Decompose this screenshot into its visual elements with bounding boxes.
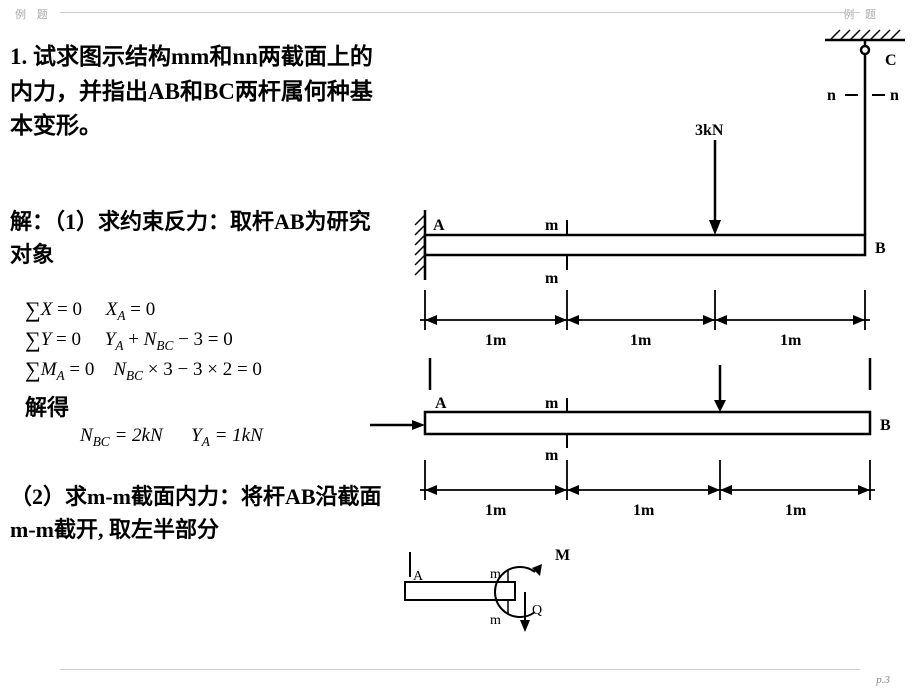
header-left: 例 题 — [15, 6, 52, 22]
cut-m2: m — [490, 613, 501, 628]
cut-Q: Q — [532, 603, 542, 618]
label-n2: n — [890, 87, 899, 104]
figure-main: C n n 3kN A B m m 1m 1m 1m — [395, 25, 910, 365]
fbd-m1: m — [545, 395, 559, 412]
cut-m1: m — [490, 567, 501, 582]
dim-1: 1m — [485, 332, 507, 349]
fbd-dim3: 1m — [785, 502, 807, 519]
equation-sum-m: ∑MA = 0 NBC × 3 − 3 × 2 = 0 — [25, 355, 262, 384]
label-3kN: 3kN — [695, 122, 724, 139]
cut-A: A — [413, 569, 424, 584]
equation-sum-x: ∑X = 0 XA = 0 — [25, 295, 155, 324]
fbd-m2: m — [545, 447, 559, 464]
cut-M: M — [555, 547, 570, 564]
solution-step-2: （2）求m-m截面内力：将杆AB沿截面m-m截开, 取左半部分 — [10, 480, 390, 546]
solution-step-1: 解：（1）求约束反力：取杆AB为研究对象 — [10, 205, 390, 271]
figure-fbd: A B m m 1m 1m 1m — [370, 350, 910, 540]
solved-label: 解得 — [25, 390, 69, 422]
dim-2: 1m — [630, 332, 652, 349]
footer-rule — [60, 669, 860, 670]
fbd-A: A — [435, 395, 447, 412]
equation-result: NBC = 2kN YA = 1kN — [80, 425, 263, 450]
fbd-B: B — [880, 417, 891, 434]
label-B: B — [875, 240, 886, 257]
label-m1: m — [545, 217, 559, 234]
label-C: C — [885, 52, 897, 69]
header-rule — [60, 12, 860, 13]
fbd-dim2: 1m — [633, 502, 655, 519]
equation-sum-y: ∑Y = 0 YA + NBC − 3 = 0 — [25, 325, 233, 354]
problem-statement: 1. 试求图示结构mm和nn两截面上的内力，并指出AB和BC两杆属何种基本变形。 — [10, 40, 390, 144]
figure-cut: A m m M Q — [380, 542, 610, 652]
label-A: A — [433, 217, 445, 234]
header-right: 例 题 — [843, 6, 880, 22]
label-n1: n — [827, 87, 836, 104]
fbd-dim1: 1m — [485, 502, 507, 519]
problem-number: 1. — [10, 44, 27, 69]
problem-text: 试求图示结构mm和nn两截面上的内力，并指出AB和BC两杆属何种基本变形。 — [10, 44, 373, 138]
dim-3: 1m — [780, 332, 802, 349]
label-m2: m — [545, 270, 559, 287]
page-number: p.3 — [876, 674, 890, 686]
